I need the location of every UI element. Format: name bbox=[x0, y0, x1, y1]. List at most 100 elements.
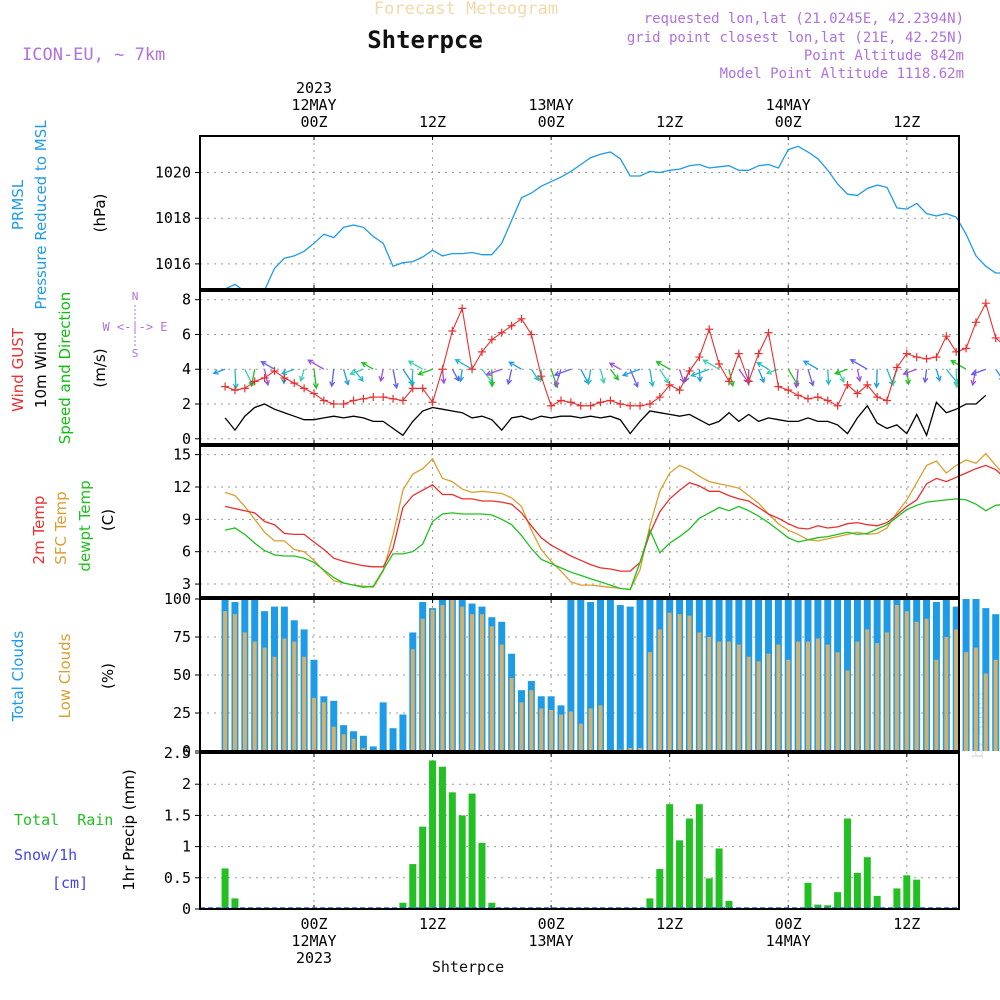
rain-bar bbox=[666, 804, 674, 909]
low-cloud-bar bbox=[479, 614, 484, 751]
low-cloud-bar bbox=[420, 618, 425, 751]
wind-arrow-head bbox=[935, 375, 942, 383]
low-cloud-bar bbox=[598, 705, 603, 751]
time-label-top: 12MAY bbox=[291, 96, 336, 114]
rain-bar bbox=[873, 895, 881, 909]
rain-bar bbox=[893, 888, 901, 909]
y-tick-label: 1 bbox=[182, 838, 191, 856]
wind-arrow-head bbox=[329, 381, 336, 388]
wind-gust-markers bbox=[221, 299, 1000, 410]
wind-arrow-head bbox=[905, 379, 912, 386]
y-tick-label: 25 bbox=[173, 704, 191, 722]
wind-arrow-head bbox=[856, 375, 862, 383]
y-tick-label: 12 bbox=[173, 478, 191, 496]
wind-arrow bbox=[803, 360, 819, 370]
y-tick-label: 8 bbox=[182, 291, 191, 309]
dewpt-temp-line bbox=[224, 498, 1000, 591]
wind-arrow bbox=[906, 369, 910, 385]
low-cloud-bar bbox=[806, 641, 810, 751]
temperature-panel: 3 6 9 12 15 bbox=[173, 445, 1000, 598]
gust-marker bbox=[458, 304, 467, 313]
wind-arrow-head bbox=[440, 378, 447, 385]
gust-marker bbox=[408, 384, 417, 393]
low-cloud-bar bbox=[341, 734, 346, 751]
total-cloud-bar bbox=[399, 714, 407, 751]
temp-dewpt-label: dewpt Temp bbox=[76, 480, 94, 571]
wind-arrow-head bbox=[417, 370, 424, 376]
low-cloud-bar bbox=[875, 643, 880, 751]
wind-arrow bbox=[856, 369, 861, 382]
wind-arrow-head bbox=[696, 376, 703, 383]
y-tick-label: 4 bbox=[182, 360, 191, 378]
time-label-top: 00Z bbox=[775, 113, 802, 131]
y-tick-label: 2 bbox=[182, 775, 191, 793]
y-tick-label: 100 bbox=[164, 590, 191, 608]
rain-bar bbox=[231, 898, 239, 909]
gust-marker bbox=[230, 386, 239, 395]
low-cloud-bar bbox=[489, 626, 494, 751]
wind-arrow-head bbox=[802, 360, 810, 366]
wind-arrow bbox=[622, 368, 641, 377]
time-label-bottom: 00Z bbox=[775, 915, 802, 933]
rain-bar bbox=[399, 902, 407, 909]
total-cloud-bar bbox=[587, 602, 595, 751]
time-label-bottom: 12Z bbox=[893, 915, 920, 933]
low-cloud-bar bbox=[973, 647, 978, 751]
gust-marker bbox=[300, 384, 309, 393]
rain-bar bbox=[646, 898, 654, 909]
wind-arrow bbox=[971, 368, 987, 375]
low-cloud-bar bbox=[983, 673, 988, 751]
total-cloud-bar bbox=[369, 746, 377, 751]
gust-marker bbox=[883, 396, 892, 405]
pressure-unit: (hPa) bbox=[91, 194, 109, 233]
low-cloud-bar bbox=[954, 629, 959, 751]
rain-bar bbox=[656, 869, 664, 909]
wind-arrow bbox=[609, 362, 621, 370]
rain-bar bbox=[488, 902, 496, 909]
rain-bar bbox=[715, 848, 723, 909]
wind-arrow bbox=[486, 368, 502, 376]
wind-arrow bbox=[903, 368, 917, 375]
gust-marker bbox=[566, 398, 575, 407]
low-cloud-bar bbox=[825, 644, 830, 751]
wind-arrow bbox=[649, 369, 654, 387]
wind-arrow-head bbox=[808, 380, 815, 387]
panel-border bbox=[199, 752, 960, 910]
wind-arrow-head bbox=[902, 369, 909, 376]
low-cloud-bar bbox=[736, 644, 741, 751]
precip-panel: 0 0.5 1 1.5 2 2.5 bbox=[164, 744, 960, 918]
wind-arrow bbox=[827, 369, 830, 385]
total-cloud-bar bbox=[330, 700, 338, 751]
wind-arrow bbox=[756, 362, 769, 370]
y-tick-label: 6 bbox=[182, 325, 191, 343]
wind-arrow bbox=[935, 369, 941, 381]
gust-marker bbox=[794, 391, 803, 400]
wind-arrow-head bbox=[608, 362, 615, 368]
rain-bar bbox=[458, 815, 466, 909]
time-label-bottom: 12Z bbox=[419, 915, 446, 933]
gust-marker bbox=[339, 400, 348, 409]
rain-bar bbox=[844, 818, 852, 909]
rain-bar bbox=[705, 878, 713, 909]
wind-arrow-head bbox=[260, 361, 267, 367]
gust-marker bbox=[389, 394, 398, 403]
wind-arrow bbox=[402, 368, 414, 385]
wind-arrow-head bbox=[765, 369, 773, 375]
low-cloud-bar bbox=[766, 653, 771, 751]
time-label-bottom: 14MAY bbox=[766, 932, 811, 950]
low-cloud-bar bbox=[687, 615, 692, 751]
wind-arrow-head bbox=[348, 369, 356, 376]
gust-marker bbox=[675, 386, 684, 395]
rain-bar bbox=[676, 840, 684, 909]
wind-arrow-head bbox=[600, 377, 606, 385]
low-cloud-bar bbox=[470, 614, 475, 751]
gust-marker bbox=[369, 393, 378, 402]
gust-marker bbox=[932, 353, 941, 362]
wind-arrow-head bbox=[232, 383, 239, 390]
rain-bar bbox=[863, 857, 871, 909]
low-cloud-bar bbox=[578, 723, 583, 751]
gust-marker bbox=[398, 396, 407, 405]
total-cloud-bar bbox=[389, 728, 397, 751]
y-tick-label: 0.5 bbox=[164, 869, 191, 887]
gust-marker bbox=[774, 382, 783, 391]
